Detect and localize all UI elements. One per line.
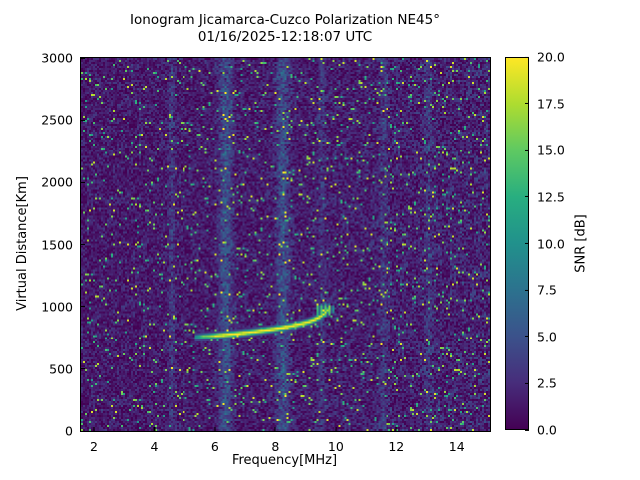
ionogram-heatmap (81, 58, 490, 431)
colorbar-tick: 20.0 (525, 50, 565, 65)
x-tick: 10 (328, 427, 344, 454)
y-tick: 3000 (41, 51, 85, 66)
colorbar-tick: 7.5 (525, 283, 557, 298)
colorbar-tick: 5.0 (525, 329, 557, 344)
x-tick: 8 (271, 427, 279, 454)
colorbar[interactable]: 0.0 2.5 5.0 7.5 10.0 12.5 15.0 17.5 20.0 (505, 50, 565, 438)
y-tick: 2000 (41, 175, 85, 190)
y-axis-label: Virtual Distance[Km] (14, 176, 30, 311)
colorbar-tick: 10.0 (525, 236, 565, 251)
colorbar-tick: 0.0 (525, 423, 557, 438)
x-tick: 14 (449, 427, 465, 454)
title-line-2: 01/16/2025-12:18:07 UTC (197, 29, 373, 45)
colorbar-tick: 2.5 (525, 376, 557, 391)
y-tick: 1000 (41, 299, 85, 314)
y-tick: 0 (65, 424, 85, 439)
ionogram-plot-area[interactable]: 0 500 1000 1500 2000 2500 3000 2 4 6 8 10 12 14 (41, 51, 491, 454)
y-tick: 1500 (41, 237, 85, 252)
colorbar-tick: 12.5 (525, 189, 565, 204)
x-tick: 12 (388, 427, 404, 454)
y-tick: 500 (49, 361, 85, 376)
y-tick: 2500 (41, 113, 85, 128)
colorbar-tick: 17.5 (525, 96, 565, 111)
x-tick: 6 (211, 427, 219, 454)
x-axis-label: Frequency[MHz] (231, 453, 338, 468)
colorbar-tick: 15.0 (525, 143, 565, 158)
colorbar-label: SNR [dB] (573, 214, 589, 273)
x-tick: 4 (150, 427, 158, 454)
x-tick: 2 (90, 427, 98, 454)
title-line-1: Ionogram Jicamarca-Cuzco Polarization NE… (130, 12, 440, 28)
figure-title: Ionogram Jicamarca-Cuzco Polarization NE… (80, 12, 490, 46)
